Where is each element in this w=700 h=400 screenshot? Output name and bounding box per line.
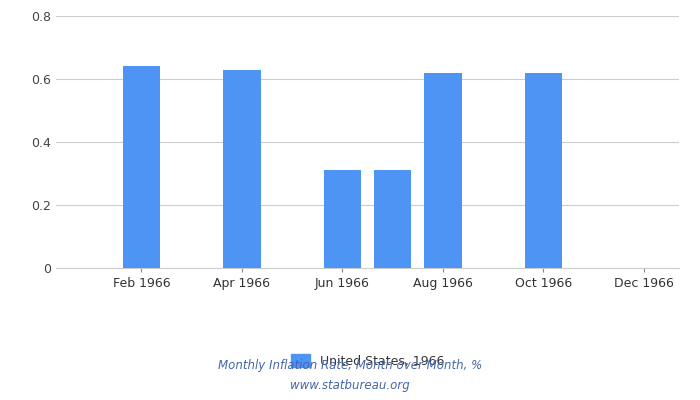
Text: Monthly Inflation Rate, Month over Month, %: Monthly Inflation Rate, Month over Month… (218, 360, 482, 372)
Bar (223, 70, 260, 268)
Bar (424, 73, 462, 268)
Legend: United States, 1966: United States, 1966 (286, 349, 449, 373)
Bar (524, 73, 562, 268)
Bar (323, 170, 361, 268)
Bar (374, 170, 412, 268)
Bar (122, 66, 160, 268)
Text: www.statbureau.org: www.statbureau.org (290, 380, 410, 392)
